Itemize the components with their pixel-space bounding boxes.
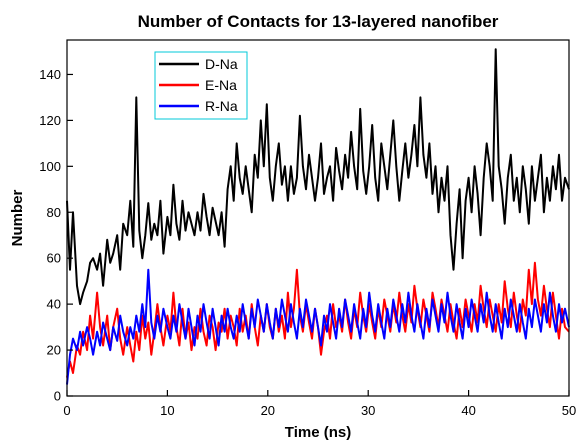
axis-ticks: 0 10 20 30 40 50 0 20 40 60 80 100 120 140 [39,67,576,418]
x-tick-label: 40 [461,403,475,418]
x-axis-label: Time (ns) [285,424,351,441]
y-tick-label: 0 [54,389,61,404]
legend-label-d-na: D-Na [205,56,238,72]
y-tick-label: 120 [39,113,61,128]
x-tick-label: 50 [562,403,576,418]
series-line-d-na [66,48,570,306]
y-tick-label: 60 [47,251,61,266]
y-tick-label: 40 [47,297,61,312]
x-tick-label: 30 [361,403,375,418]
y-tick-label: 100 [39,159,61,174]
chart-title: Number of Contacts for 13-layered nanofi… [138,12,499,31]
plot-frame [66,39,570,397]
y-tick-label: 80 [47,205,61,220]
y-axis-label: Number [9,190,26,247]
series-line-e-na [66,261,570,378]
x-tick-label: 10 [160,403,174,418]
series-line-r-na [66,268,570,385]
x-tick-label: 0 [63,403,70,418]
legend-frame [154,51,248,120]
legend-label-r-na: R-Na [205,98,238,114]
legend: D-Na E-Na R-Na [154,51,248,120]
legend-label-e-na: E-Na [205,77,237,93]
plot-area [66,48,570,385]
y-tick-label: 20 [47,343,61,358]
y-tick-label: 140 [39,67,61,82]
x-tick-label: 20 [261,403,275,418]
